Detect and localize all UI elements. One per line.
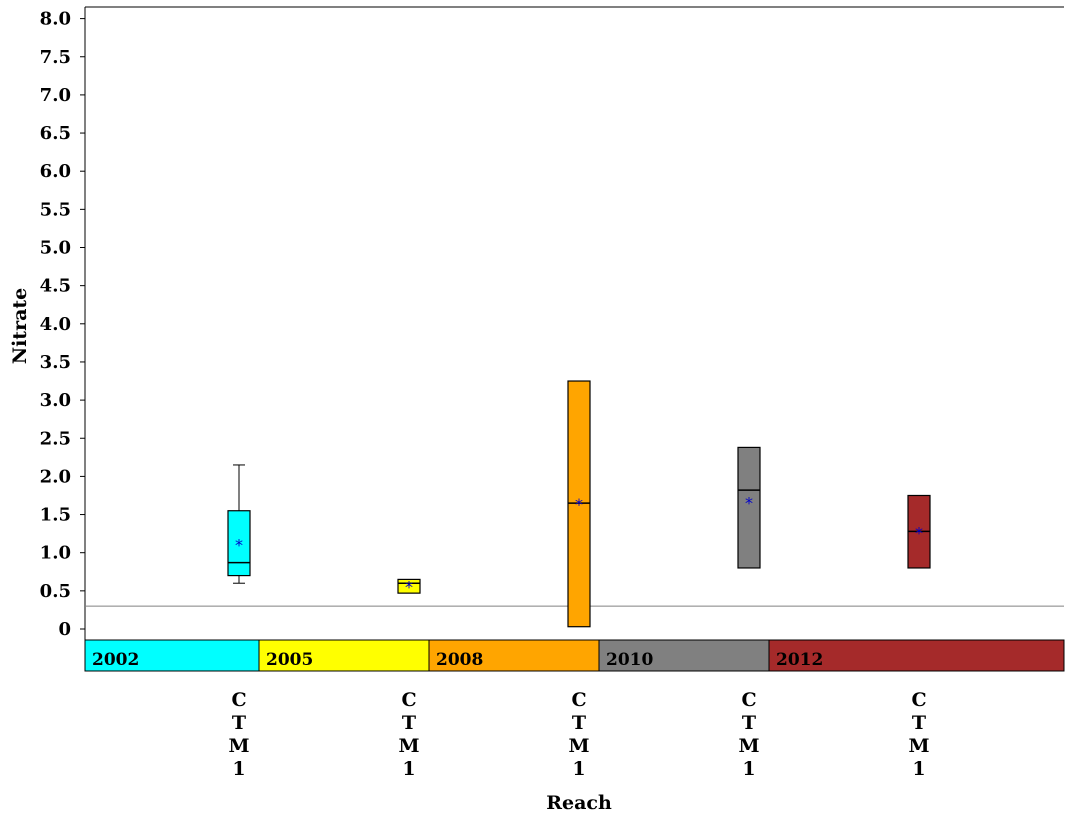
y-tick-label: 6.0	[40, 161, 71, 182]
mean-marker: *	[575, 495, 583, 514]
year-band-2010	[598, 639, 770, 672]
box-series: * * * * *	[227, 380, 931, 628]
x-category-char: C	[571, 689, 586, 711]
x-category-char: 1	[402, 758, 415, 780]
y-tick-label: 6.5	[40, 123, 71, 144]
box-iqr	[227, 510, 251, 577]
mean-marker: *	[745, 494, 753, 513]
y-tick-label: 2.0	[40, 466, 71, 487]
x-category-char: C	[231, 689, 246, 711]
y-tick-label: 2.5	[40, 428, 71, 449]
x-category-char: 1	[742, 758, 755, 780]
box-group-2012: *	[907, 494, 931, 569]
x-category-char: 1	[912, 758, 925, 780]
year-band-label: 2012	[776, 650, 823, 670]
y-tick-label: 5.5	[40, 199, 71, 220]
y-tick-label: 3.0	[40, 390, 71, 411]
x-category-char: M	[398, 735, 419, 757]
box-group-2002: *	[227, 464, 251, 584]
x-category-char: C	[741, 689, 756, 711]
x-category-char: C	[911, 689, 926, 711]
year-band-2012	[768, 639, 1065, 672]
y-tick-label: 3.5	[40, 352, 71, 373]
year-band-2005	[258, 639, 430, 672]
y-tick-label: 7.0	[40, 85, 71, 106]
x-category-char: T	[402, 712, 416, 734]
x-category-char: T	[232, 712, 246, 734]
year-band-label: 2002	[92, 650, 139, 670]
box-iqr	[737, 446, 761, 569]
year-band-strip: 2002 2005 2008 2010 2012	[84, 639, 1065, 672]
box-group-2008: *	[567, 380, 591, 628]
plot-frame	[84, 6, 1064, 671]
year-band-label: 2005	[266, 650, 313, 670]
mean-marker: *	[405, 578, 413, 597]
y-tick-label: 4.5	[40, 276, 71, 297]
x-category-char: T	[572, 712, 586, 734]
y-axis-title: Nitrate	[9, 288, 31, 365]
x-category-char: 1	[572, 758, 585, 780]
mean-marker: *	[235, 536, 243, 555]
x-axis-title: Reach	[546, 792, 612, 814]
x-category-char: T	[742, 712, 756, 734]
box-group-2005: *	[397, 578, 421, 597]
y-tick-label: 1.5	[40, 505, 71, 526]
x-category-char: M	[568, 735, 589, 757]
x-category-char: M	[228, 735, 249, 757]
y-tick-label: 0.5	[40, 581, 71, 602]
year-band-label: 2008	[436, 650, 483, 670]
y-tick-label: 7.5	[40, 47, 71, 68]
x-category-char: M	[908, 735, 929, 757]
x-category-char: M	[738, 735, 759, 757]
box-iqr	[567, 380, 591, 628]
x-category-char: C	[401, 689, 416, 711]
y-tick-label: 8.0	[40, 9, 71, 30]
mean-marker: *	[915, 523, 923, 542]
y-tick-label: 5.0	[40, 238, 71, 259]
x-category-char: T	[912, 712, 926, 734]
x-category-char: 1	[232, 758, 245, 780]
y-tick-label: 1.0	[40, 543, 71, 564]
box-group-2010: *	[737, 446, 761, 569]
y-axis: 0 0.5 1.0 1.5 2.0 2.5 3.0 3.5 4.0 4.5 5.0 5.5 6.0 6.5…	[40, 9, 85, 640]
y-tick-label: 4.0	[40, 314, 71, 335]
year-band-label: 2010	[606, 650, 653, 670]
y-tick-label: 0	[58, 619, 71, 640]
